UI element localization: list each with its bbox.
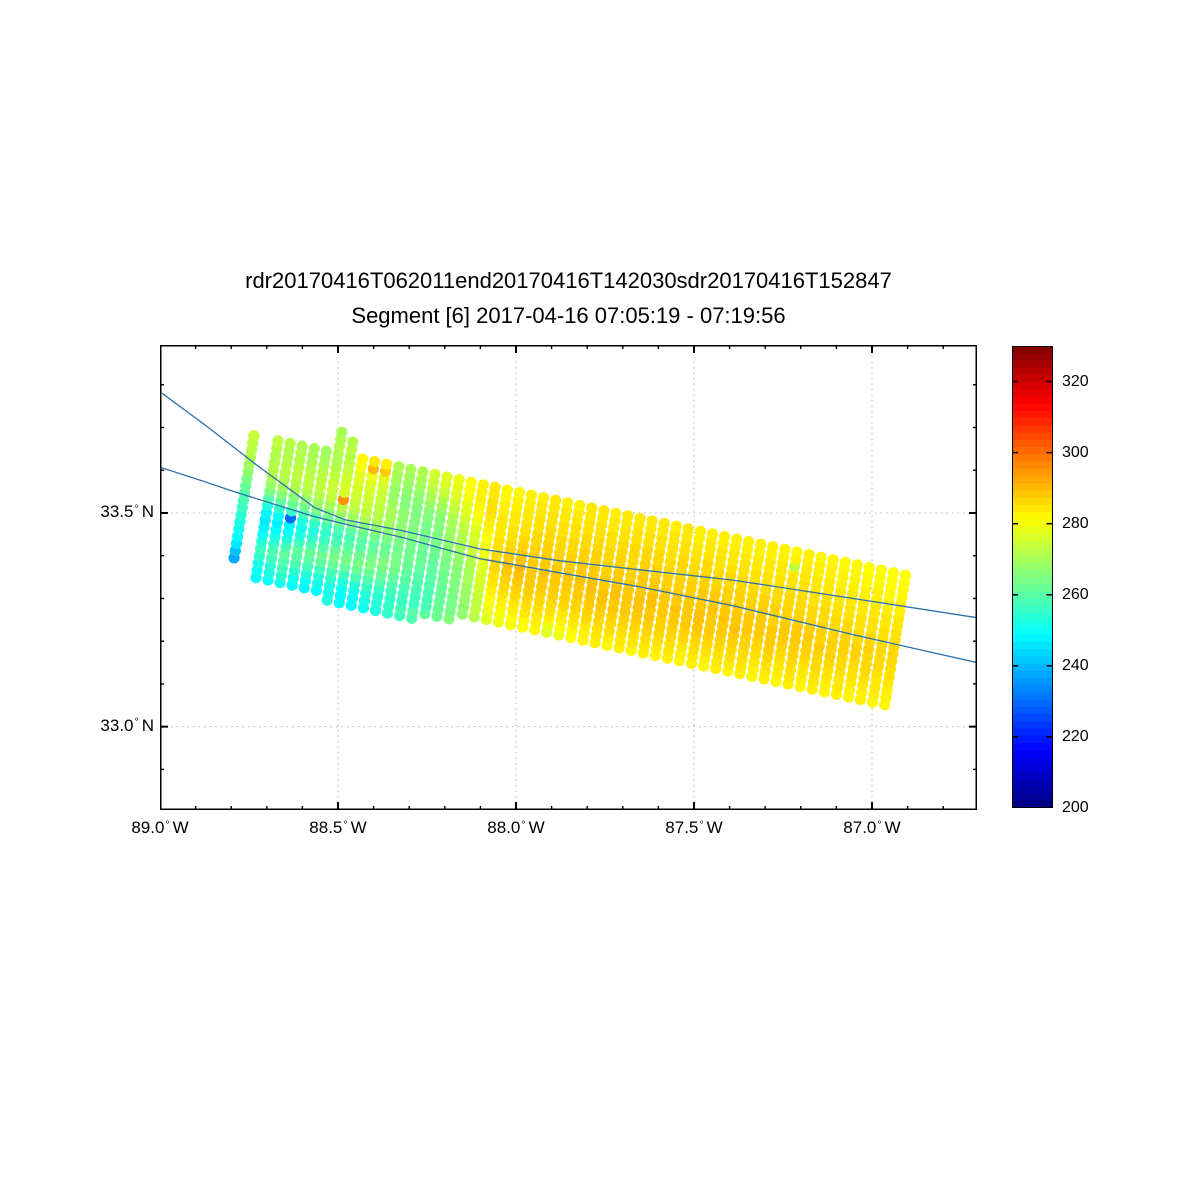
degree-symbol: ° (343, 818, 348, 831)
colorbar-border (1012, 346, 1053, 808)
x-tick-label: 87.0° W (843, 818, 901, 837)
y-tick-label: 33.5° N (100, 501, 154, 521)
degree-symbol: ° (134, 502, 139, 515)
plot-title: rdr20170416T062011end20170416T142030sdr2… (245, 268, 892, 293)
colorbar-tick-label: 240 (1062, 656, 1089, 674)
swath-dots (228, 426, 912, 711)
colorbar (1012, 346, 1053, 808)
x-tick-label: 87.5° W (665, 818, 723, 837)
colorbar-tick-label: 280 (1062, 514, 1089, 532)
colorbar-tick-label: 220 (1062, 727, 1089, 745)
degree-symbol: ° (134, 716, 139, 729)
map-coastlines (160, 392, 977, 664)
colorbar-tick-label: 320 (1062, 372, 1089, 390)
x-tick-label: 88.5° W (309, 818, 367, 837)
colorbar-gradient (1012, 346, 1053, 808)
colorbar-ticks (1012, 380, 1053, 808)
degree-symbol: ° (165, 818, 170, 831)
colorbar-tick-label: 260 (1062, 585, 1089, 603)
degree-symbol: ° (877, 818, 882, 831)
colorbar-tick-label: 300 (1062, 443, 1089, 461)
degree-symbol: ° (699, 818, 704, 831)
x-tick-label: 88.0° W (487, 818, 545, 837)
y-tick-label: 33.0° N (100, 715, 154, 735)
colorbar-tick-label: 200 (1062, 799, 1089, 816)
degree-symbol: ° (521, 818, 526, 831)
plot-subtitle: Segment [6] 2017-04-16 07:05:19 - 07:19:… (351, 303, 786, 328)
map-plot-area (160, 345, 977, 810)
x-tick-label: 89.0° W (131, 818, 189, 837)
